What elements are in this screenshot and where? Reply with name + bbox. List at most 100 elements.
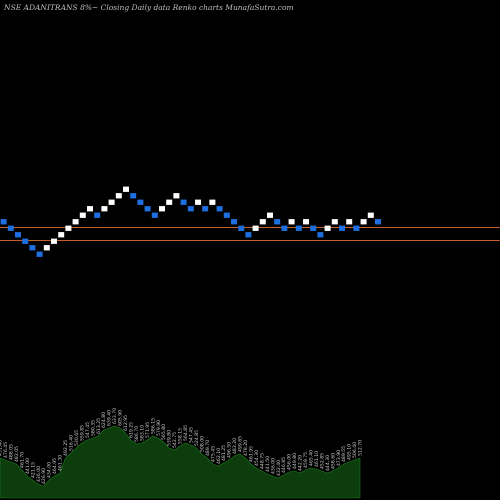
renko-brick-up	[252, 225, 259, 231]
renko-brick-down	[36, 251, 43, 257]
volume-label: 444.30	[325, 455, 331, 471]
volume-label: 539.80	[167, 430, 173, 446]
volume-label: 482.05	[14, 446, 20, 462]
renko-brick-down	[0, 219, 7, 225]
volume-label: 489.55	[341, 446, 347, 462]
renko-brick-up	[51, 238, 57, 244]
renko-brick-down	[7, 225, 14, 231]
renko-bricks	[0, 186, 381, 257]
renko-brick-up	[166, 199, 173, 205]
reference-lines	[0, 227, 500, 241]
renko-brick-up	[346, 219, 353, 225]
volume-label: 492.25	[63, 440, 69, 456]
volume-label: 465.40	[309, 450, 315, 466]
volume-label: 458.60	[330, 453, 336, 469]
volume-label: 579.90	[156, 420, 162, 436]
volume-label: 624.80	[101, 412, 107, 428]
renko-brick-down	[29, 245, 36, 251]
renko-brick-down	[130, 193, 137, 199]
renko-brick-up	[360, 219, 367, 225]
renko-brick-down	[231, 219, 237, 225]
volume-label: 488.05	[9, 444, 15, 460]
renko-brick-down	[216, 206, 223, 212]
volume-label: 586.15	[150, 418, 156, 434]
volume-label: 478.20	[243, 440, 249, 456]
volume-label: 508.00	[199, 436, 205, 452]
volume-label: 432.40	[276, 460, 282, 476]
volume-label: 571.95	[145, 422, 151, 438]
volume-label: 461.10	[314, 451, 320, 467]
volume-label: 542.75	[172, 432, 178, 448]
volume-label: 421.15	[30, 462, 36, 478]
renko-brick-down	[375, 219, 381, 225]
volume-label: 512.70	[358, 440, 364, 456]
volume-label: 639.40	[107, 410, 113, 426]
renko-brick-down	[94, 212, 101, 218]
renko-brick-up	[108, 199, 115, 205]
volume-label: 524.85	[194, 430, 200, 446]
renko-brick-down	[317, 232, 324, 238]
volume-label: 481.25	[221, 445, 227, 461]
chart-title: NSE ADANITRANS 8%~ Closing Daily data Re…	[3, 3, 294, 12]
renko-brick-up	[209, 199, 216, 205]
renko-brick-down	[202, 206, 209, 212]
volume-label: 452.85	[319, 453, 325, 469]
renko-brick-down	[144, 206, 151, 212]
volume-label: 436.00	[36, 466, 42, 482]
volume-label: 586.70	[134, 426, 140, 442]
volume-label: 461.30	[58, 455, 64, 471]
volume-label: 461.70	[19, 452, 25, 468]
renko-brick-up	[331, 219, 338, 225]
volume-label: 516.40	[69, 435, 75, 451]
volume-label: 436.00	[270, 458, 276, 474]
volume-label: 442.20	[298, 455, 304, 471]
volume-labels: 431.40 476.45 488.05 482.05 461.70 441.00 421.…	[0, 408, 364, 484]
volume-label: 613.25	[96, 418, 102, 434]
volume-label: 489.70	[205, 440, 211, 456]
volume-label: 506.40	[352, 442, 358, 458]
renko-brick-up	[173, 193, 180, 199]
renko-brick-up	[115, 193, 122, 199]
renko-brick-down	[22, 238, 29, 244]
volume-label: 483.20	[232, 438, 238, 454]
renko-brick-up	[65, 225, 72, 231]
renko-brick-down	[339, 225, 345, 231]
volume-label: 449.80	[292, 453, 298, 469]
volume-label: 495.10	[347, 444, 353, 460]
volume-label: 580.35	[90, 420, 96, 436]
renko-brick-up	[58, 232, 65, 238]
renko-brick-down	[310, 225, 317, 231]
renko-brick-down	[245, 232, 252, 238]
volume-label: 426.90	[41, 468, 47, 484]
volume-label: 446.85	[281, 457, 287, 473]
volume-label: 619.25	[129, 422, 135, 438]
renko-brick-down	[353, 225, 360, 231]
volume-label: 558.15	[178, 428, 184, 444]
renko-brick-down	[238, 225, 245, 231]
volume-label: 476.45	[3, 442, 9, 458]
volume-label: 434.00	[47, 462, 53, 478]
volume-label: 461.95	[249, 446, 255, 462]
volume-label: 441.00	[25, 458, 31, 474]
renko-brick-up	[101, 206, 108, 212]
volume-label: 441.50	[265, 456, 271, 472]
volume-label: 564.85	[183, 425, 189, 441]
volume-fill	[0, 425, 361, 499]
volume-label: 583.10	[139, 425, 145, 441]
volume-label: 431.40	[0, 440, 4, 456]
renko-brick-up	[288, 219, 295, 225]
renko-brick-down	[223, 212, 230, 218]
renko-brick-down	[187, 206, 194, 212]
renko-brick-up	[87, 206, 93, 212]
volume-label: 633.70	[112, 408, 118, 424]
renko-brick-up	[72, 219, 79, 225]
volume-label: 448.75	[259, 453, 265, 469]
volume-label: 459.75	[303, 452, 309, 468]
renko-brick-down	[137, 199, 144, 205]
volume-label: 462.10	[216, 448, 222, 464]
renko-brick-up	[43, 245, 50, 251]
renko-brick-up	[367, 212, 374, 218]
volume-label: 559.85	[79, 425, 85, 441]
